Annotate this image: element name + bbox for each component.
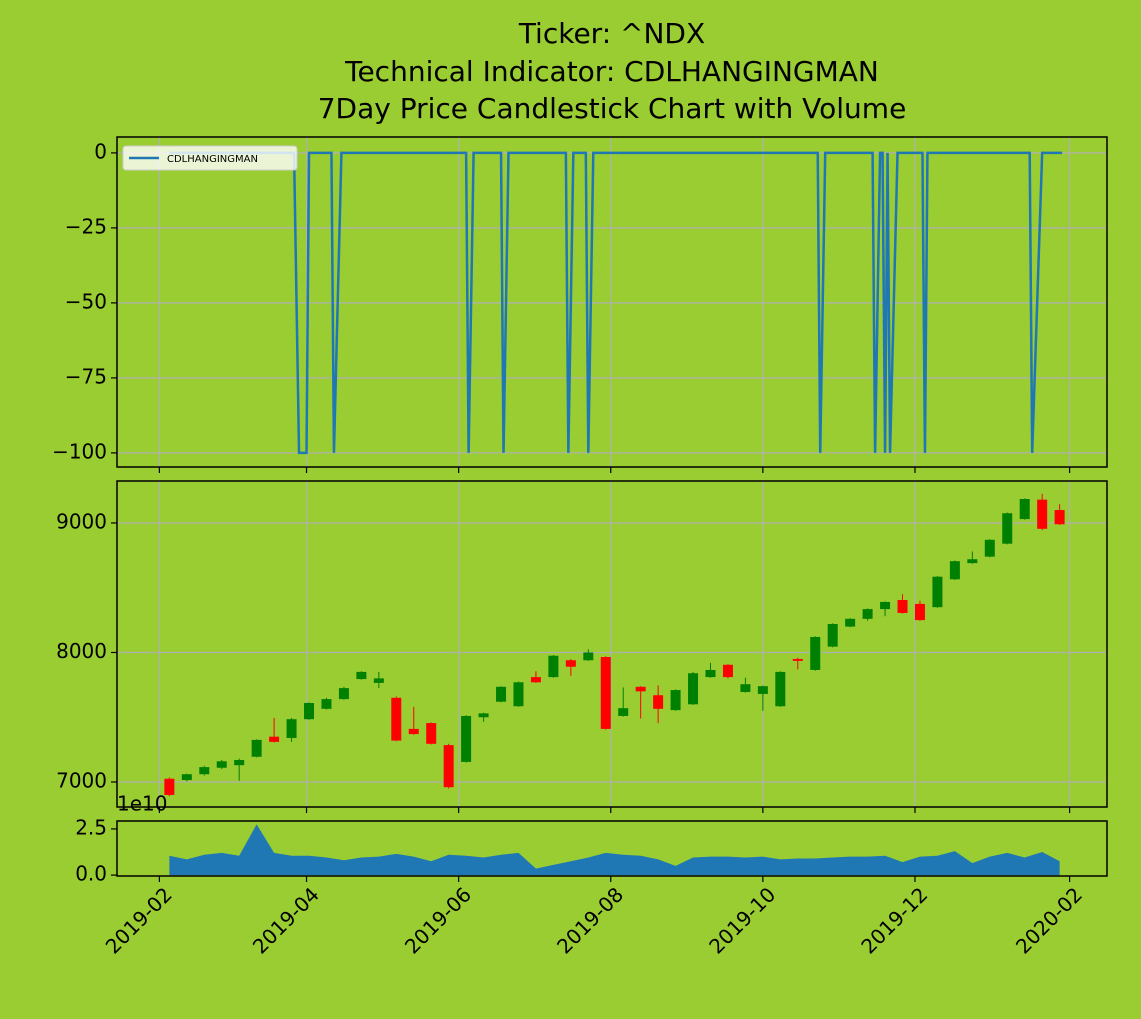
- plot-area: [169, 151, 1063, 455]
- candle-body: [583, 652, 594, 661]
- y-tick-label: −25: [65, 214, 107, 238]
- candle-body: [1002, 513, 1013, 544]
- candle-body: [967, 559, 978, 564]
- candle-body: [548, 655, 559, 678]
- candle-body: [530, 677, 541, 683]
- candle-body: [286, 719, 297, 738]
- plot-area: [169, 824, 1060, 876]
- y-tick-label: 9000: [56, 509, 107, 533]
- candle-body: [600, 657, 611, 729]
- y-tick-label: 0.0: [75, 862, 107, 886]
- candle-body: [1037, 499, 1048, 529]
- plot-area: [164, 493, 1065, 797]
- candle-body: [705, 669, 716, 678]
- candle-body: [356, 671, 367, 680]
- candle-body: [461, 715, 472, 762]
- candle-body: [321, 699, 332, 709]
- y-tick-label: 8000: [56, 639, 107, 663]
- candle-body: [443, 745, 454, 788]
- candle-body: [391, 697, 402, 741]
- candle-body: [880, 601, 891, 610]
- candle-body: [496, 686, 507, 702]
- candle-body: [338, 688, 349, 700]
- y-tick-label: −75: [65, 364, 107, 388]
- candle-body: [373, 678, 384, 683]
- candle-body: [513, 682, 524, 707]
- y-offset-label: 1e10: [117, 792, 167, 816]
- y-tick-label: 7000: [56, 769, 107, 793]
- indicator-line: [169, 151, 1063, 455]
- candle-body: [199, 767, 210, 775]
- candle-body: [827, 623, 838, 647]
- axes-frame: [116, 480, 1108, 808]
- candle-body: [757, 686, 768, 694]
- candle-body: [862, 609, 873, 619]
- candle-body: [408, 728, 419, 735]
- candle-body: [565, 660, 576, 667]
- candle-body: [914, 603, 925, 621]
- candle-body: [304, 702, 315, 720]
- axes-frame: [116, 136, 1108, 468]
- candle-body: [478, 713, 489, 718]
- y-tick-label: 0: [94, 139, 107, 163]
- candle-body: [635, 686, 646, 692]
- candle-body: [932, 576, 943, 608]
- candle-body: [688, 673, 699, 705]
- title-line: Ticker: ^NDX: [518, 17, 705, 50]
- candle-body: [1054, 510, 1065, 525]
- y-tick-label: 2.5: [75, 815, 107, 839]
- title-line: Technical Indicator: CDLHANGINGMAN: [344, 55, 879, 88]
- volume-area: [169, 824, 1060, 876]
- candle-body: [775, 671, 786, 707]
- candle-body: [984, 539, 995, 557]
- candle-body: [234, 759, 245, 766]
- candle-body: [897, 600, 908, 613]
- candle-body: [426, 723, 437, 744]
- candle-body: [1019, 499, 1030, 520]
- candle-body: [740, 684, 751, 692]
- candle-body: [949, 561, 960, 580]
- candle-body: [653, 695, 664, 709]
- axes-frame: [116, 820, 1108, 877]
- candle-body: [618, 708, 629, 716]
- y-tick-label: −100: [52, 439, 107, 463]
- y-tick-label: −50: [65, 289, 107, 313]
- candle-body: [810, 636, 821, 670]
- candle-body: [670, 690, 681, 711]
- candle-body: [792, 658, 803, 661]
- candle-body: [216, 761, 227, 768]
- candle-body: [251, 739, 262, 757]
- candle-body: [722, 664, 733, 678]
- candle-body: [164, 778, 175, 795]
- legend-box: [122, 145, 298, 171]
- candle-body: [269, 736, 280, 742]
- candle-body: [845, 618, 856, 627]
- legend-label: CDLHANGINGMAN: [167, 154, 258, 165]
- title-line: 7Day Price Candlestick Chart with Volume: [318, 92, 907, 125]
- candle-body: [181, 774, 192, 781]
